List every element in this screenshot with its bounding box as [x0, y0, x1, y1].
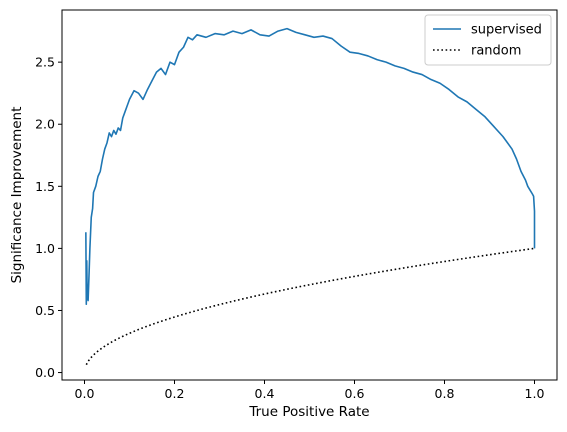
x-tick-label: 0.4 — [255, 386, 275, 401]
legend-label-supervised: supervised — [471, 23, 542, 38]
legend: supervised random — [424, 14, 552, 66]
x-tick-label: 0.2 — [165, 386, 185, 401]
y-axis-label: Significance Improvement — [9, 107, 25, 284]
y-tick-label: 0.0 — [35, 365, 55, 380]
series-supervised-line — [85, 27, 536, 306]
legend-label-random: random — [471, 44, 521, 59]
y-axis-ticks: 0.0 0.5 1.0 1.5 2.0 2.5 — [35, 55, 62, 380]
x-axis-label: True Positive Rate — [248, 404, 369, 420]
y-tick-label: 1.0 — [35, 241, 55, 256]
y-tick-label: 1.5 — [35, 179, 55, 194]
x-tick-label: 0.6 — [345, 386, 365, 401]
y-tick-label: 0.5 — [35, 303, 55, 318]
legend-box — [424, 14, 552, 66]
y-tick-label: 2.5 — [35, 55, 55, 70]
x-tick-label: 0.8 — [435, 386, 455, 401]
x-tick-label: 0.0 — [75, 386, 95, 401]
y-tick-label: 2.0 — [35, 117, 55, 132]
x-axis-ticks: 0.0 0.2 0.4 0.6 0.8 1.0 — [75, 380, 545, 401]
x-tick-label: 1.0 — [525, 386, 545, 401]
plot-frame — [61, 9, 558, 381]
plot-area — [85, 27, 536, 366]
